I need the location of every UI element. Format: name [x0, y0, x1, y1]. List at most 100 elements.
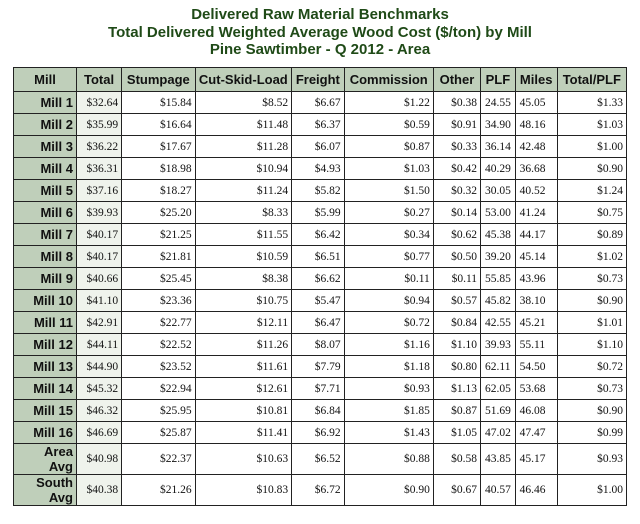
cell-miles: 40.52 [514, 179, 558, 202]
cell-commission: $0.93 [343, 377, 434, 400]
cell-other: $0.84 [432, 311, 482, 334]
cell-total: $40.98 [75, 443, 123, 475]
cell-total: $35.99 [75, 113, 123, 136]
table-row: Mill 5 $37.16 $18.27 $11.24 $5.82 $1.50 $0.32 3… [13, 179, 628, 202]
cell-freight: $5.82 [291, 179, 345, 202]
cell-miles: 46.46 [514, 474, 558, 506]
cell-plf: 53.00 [480, 201, 516, 224]
table-body: Mill 1 $32.64 $15.84 $8.52 $6.67 $1.22 $0.38 24… [13, 91, 628, 506]
cell-miles: 54.50 [514, 355, 558, 378]
cell-commission: $0.27 [343, 201, 434, 224]
cell-stumpage: $18.27 [121, 179, 196, 202]
cell-mill: Mill 6 [13, 201, 77, 224]
cell-miles: 48.16 [514, 113, 558, 136]
cell-commission: $1.22 [343, 91, 434, 114]
cell-stumpage: $22.94 [121, 377, 196, 400]
cell-miles: 45.17 [514, 443, 558, 475]
cell-plf: 42.55 [480, 311, 516, 334]
cell-mill: Mill 7 [13, 223, 77, 246]
column-header-total-per-plf: Total/PLF [556, 67, 628, 92]
cell-total-per-plf: $1.03 [556, 113, 628, 136]
cell-plf: 43.85 [480, 443, 516, 475]
cell-freight: $6.62 [291, 267, 345, 290]
cell-cut-skid-load: $11.48 [194, 113, 293, 136]
cell-plf: 34.90 [480, 113, 516, 136]
column-header-plf: PLF [480, 67, 516, 92]
cell-cut-skid-load: $12.11 [194, 311, 293, 334]
cell-commission: $0.11 [343, 267, 434, 290]
table-row: Mill 9 $40.66 $25.45 $8.38 $6.62 $0.11 $0.11 55… [13, 267, 628, 290]
cell-other: $0.42 [432, 157, 482, 180]
cell-other: $0.58 [432, 443, 482, 475]
cell-freight: $6.07 [291, 135, 345, 158]
cell-other: $0.32 [432, 179, 482, 202]
cell-cut-skid-load: $11.28 [194, 135, 293, 158]
cell-mill: Mill 9 [13, 267, 77, 290]
cell-total-per-plf: $0.75 [556, 201, 628, 224]
report-subtitle: Total Delivered Weighted Average Wood Co… [108, 23, 532, 41]
cell-other: $0.91 [432, 113, 482, 136]
cell-stumpage: $22.77 [121, 311, 196, 334]
cell-stumpage: $18.98 [121, 157, 196, 180]
cell-total-per-plf: $1.24 [556, 179, 628, 202]
cell-total: $40.38 [75, 474, 123, 506]
cell-total: $40.17 [75, 223, 123, 246]
cell-miles: 47.47 [514, 421, 558, 444]
cell-total-per-plf: $0.73 [556, 377, 628, 400]
cell-plf: 39.93 [480, 333, 516, 356]
cell-other: $1.10 [432, 333, 482, 356]
cell-total: $36.31 [75, 157, 123, 180]
cell-other: $0.80 [432, 355, 482, 378]
cell-miles: 45.05 [514, 91, 558, 114]
cell-other: $1.13 [432, 377, 482, 400]
cell-commission: $1.43 [343, 421, 434, 444]
cell-other: $0.50 [432, 245, 482, 268]
cell-stumpage: $16.64 [121, 113, 196, 136]
cell-mill: Mill 5 [13, 179, 77, 202]
cell-mill: Mill 13 [13, 355, 77, 378]
cell-plf: 39.20 [480, 245, 516, 268]
table-row: Mill 10 $41.10 $23.36 $10.75 $5.47 $0.94 $0.57… [13, 289, 628, 312]
cell-other: $1.05 [432, 421, 482, 444]
cell-other: $0.38 [432, 91, 482, 114]
cell-plf: 62.11 [480, 355, 516, 378]
cell-commission: $0.59 [343, 113, 434, 136]
cell-other: $0.11 [432, 267, 482, 290]
cell-total: $46.32 [75, 399, 123, 422]
cell-mill: Mill 16 [13, 421, 77, 444]
cell-miles: 41.24 [514, 201, 558, 224]
table-row: Mill 16 $46.69 $25.87 $11.41 $6.92 $1.43 $1.05… [13, 421, 628, 444]
report-title: Delivered Raw Material Benchmarks [191, 6, 449, 23]
cell-total-per-plf: $1.01 [556, 311, 628, 334]
cell-total: $42.91 [75, 311, 123, 334]
cell-plf: 55.85 [480, 267, 516, 290]
cell-freight: $6.67 [291, 91, 345, 114]
cell-total: $36.22 [75, 135, 123, 158]
cell-mill: Mill 3 [13, 135, 77, 158]
cell-other: $0.33 [432, 135, 482, 158]
cell-total: $40.66 [75, 267, 123, 290]
cell-total-per-plf: $0.72 [556, 355, 628, 378]
cell-mill: Mill 11 [13, 311, 77, 334]
cell-total-per-plf: $0.89 [556, 223, 628, 246]
cell-other: $0.57 [432, 289, 482, 312]
cell-total: $39.93 [75, 201, 123, 224]
table-row: Mill 1 $32.64 $15.84 $8.52 $6.67 $1.22 $0.38 24… [13, 91, 628, 114]
cell-commission: $1.18 [343, 355, 434, 378]
cell-miles: 53.68 [514, 377, 558, 400]
cell-stumpage: $22.37 [121, 443, 196, 475]
benchmark-table: Mill Total Stumpage Cut-Skid-Load Freight Com… [13, 67, 628, 506]
cell-plf: 45.82 [480, 289, 516, 312]
cell-cut-skid-load: $8.38 [194, 267, 293, 290]
cell-mill: Mill 2 [13, 113, 77, 136]
column-header-commission: Commission [343, 67, 434, 92]
cell-stumpage: $22.52 [121, 333, 196, 356]
cell-plf: 40.57 [480, 474, 516, 506]
cell-total: $40.17 [75, 245, 123, 268]
column-header-stumpage: Stumpage [121, 67, 196, 92]
table-row: Mill 7 $40.17 $21.25 $11.55 $6.42 $0.34 $0.62 4… [13, 223, 628, 246]
cell-plf: 36.14 [480, 135, 516, 158]
table-row: Mill 15 $46.32 $25.95 $10.81 $6.84 $1.85 $0.87… [13, 399, 628, 422]
cell-mill: Mill 4 [13, 157, 77, 180]
cell-mill: Mill 8 [13, 245, 77, 268]
